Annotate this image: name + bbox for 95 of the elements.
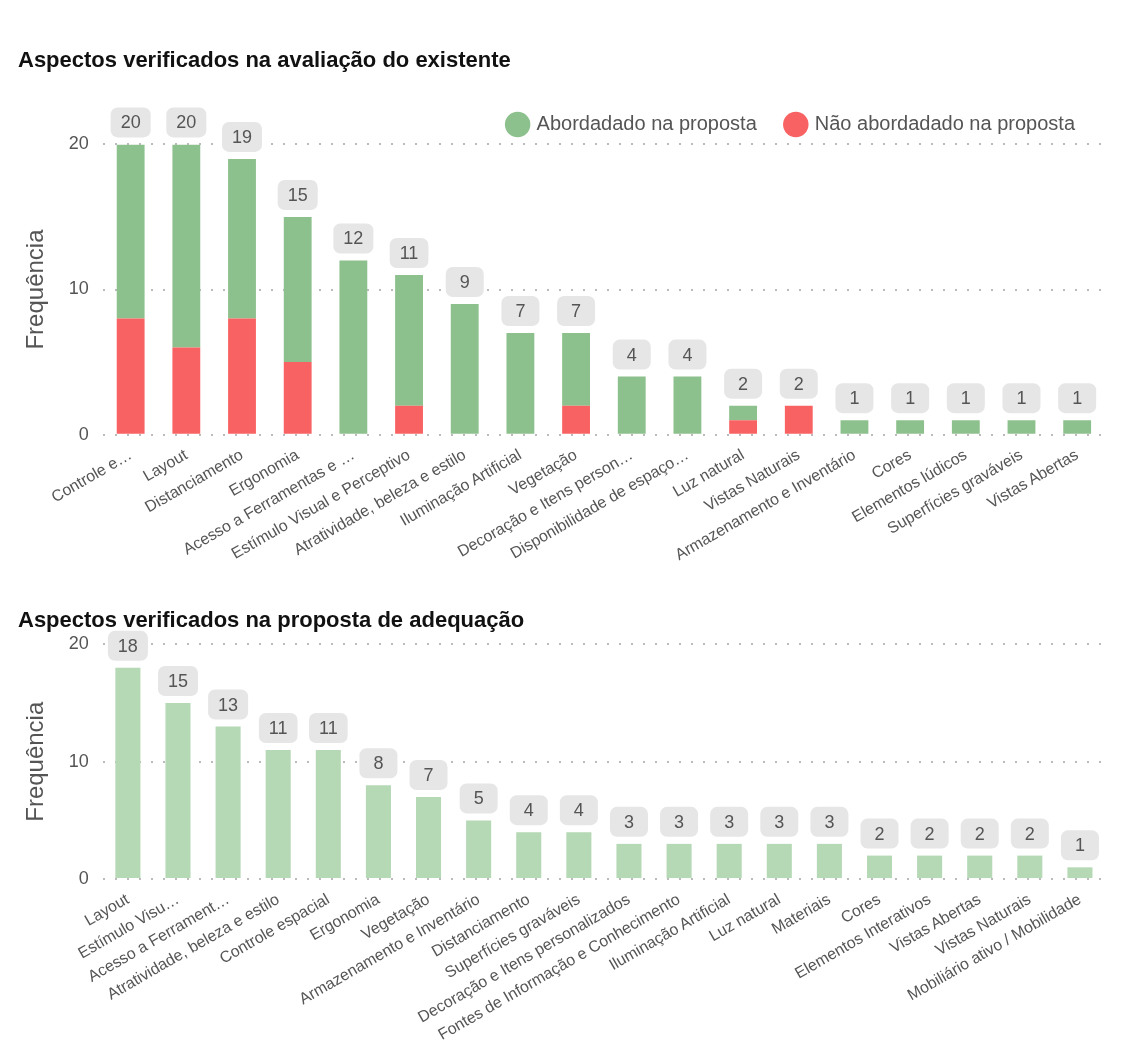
total-label: 2 — [738, 373, 749, 394]
bar — [562, 333, 590, 406]
data-label: 1 — [1074, 835, 1085, 856]
bar — [951, 420, 980, 434]
total-label: 2 — [793, 373, 804, 394]
total-label: 1 — [849, 388, 860, 409]
bar — [1067, 867, 1093, 879]
bar — [967, 855, 993, 879]
total-label: 1 — [1072, 388, 1083, 409]
bar — [116, 318, 145, 434]
total-label: 1 — [1016, 388, 1027, 409]
y-tick-label: 20 — [68, 633, 89, 654]
bar — [450, 304, 479, 434]
bar — [716, 843, 742, 879]
data-label: 8 — [373, 753, 384, 774]
bar — [616, 843, 642, 879]
bar — [165, 703, 191, 879]
bar — [1007, 420, 1036, 434]
total-label: 19 — [232, 126, 253, 147]
bar — [566, 832, 592, 879]
chart-title: Aspectos verificados na avaliação do existente — [18, 47, 511, 73]
total-label: 11 — [399, 242, 419, 263]
bar — [506, 333, 535, 434]
y-tick-label: 10 — [68, 750, 89, 771]
data-label: 2 — [924, 823, 935, 844]
total-label: 4 — [626, 344, 637, 365]
data-label: 2 — [874, 823, 885, 844]
y-axis-title: Frequência — [21, 701, 49, 822]
bar — [816, 843, 842, 879]
data-label: 13 — [218, 694, 239, 715]
total-label: 4 — [682, 344, 693, 365]
data-label: 2 — [1024, 823, 1035, 844]
bar — [617, 376, 646, 434]
bar — [840, 420, 869, 434]
y-tick-label: 20 — [68, 133, 89, 154]
bar — [917, 855, 943, 879]
data-label: 5 — [473, 788, 484, 809]
bar — [729, 405, 758, 421]
bar — [766, 843, 792, 879]
total-label: 1 — [960, 388, 971, 409]
total-label: 1 — [905, 388, 916, 409]
bar — [666, 843, 692, 879]
data-label: 4 — [523, 800, 534, 821]
bar — [116, 144, 145, 319]
data-label: 3 — [774, 811, 785, 832]
bar — [265, 750, 291, 879]
data-label: 15 — [167, 671, 188, 692]
bar — [1063, 420, 1092, 434]
bar — [172, 144, 201, 348]
data-label: 11 — [318, 717, 338, 738]
bar — [416, 796, 442, 879]
bar — [339, 260, 368, 434]
data-label: 4 — [573, 800, 584, 821]
legend-label: Não abordadado na proposta — [814, 111, 1076, 134]
bar — [365, 785, 391, 879]
data-label: 7 — [423, 764, 434, 785]
data-label: 2 — [974, 823, 985, 844]
bar — [315, 750, 341, 879]
bar — [466, 820, 492, 879]
bar — [115, 667, 141, 879]
data-label: 3 — [623, 811, 634, 832]
total-label: 12 — [343, 228, 364, 249]
total-label: 20 — [120, 112, 141, 133]
y-axis-title: Frequência — [21, 228, 49, 350]
data-label: 3 — [824, 811, 835, 832]
total-label: 9 — [459, 272, 470, 293]
y-tick-label: 10 — [68, 278, 89, 299]
data-label: 3 — [674, 811, 685, 832]
y-tick-label: 0 — [78, 868, 89, 889]
bar — [228, 318, 256, 434]
bar — [784, 405, 813, 434]
data-label: 11 — [268, 717, 288, 738]
bar — [172, 347, 201, 434]
bar — [866, 855, 893, 879]
total-label: 7 — [515, 301, 526, 322]
chart-title: Aspectos verificados na proposta de adequação — [18, 607, 525, 633]
total-label: 20 — [176, 112, 197, 133]
data-label: 18 — [117, 635, 138, 656]
bar — [673, 376, 702, 434]
bar — [395, 405, 423, 434]
bar — [228, 158, 256, 319]
bar — [215, 726, 241, 879]
total-label: 15 — [287, 184, 308, 205]
bar — [516, 832, 542, 879]
total-label: 7 — [571, 301, 582, 322]
legend-label: Abordadado na proposta — [536, 111, 758, 134]
bar — [562, 405, 590, 434]
y-tick-label: 0 — [78, 423, 89, 444]
bar — [283, 362, 312, 434]
bar — [896, 420, 925, 434]
bar — [729, 420, 758, 434]
data-label: 3 — [724, 811, 735, 832]
bar — [283, 216, 312, 363]
bar — [395, 275, 423, 406]
bar — [1017, 855, 1043, 879]
